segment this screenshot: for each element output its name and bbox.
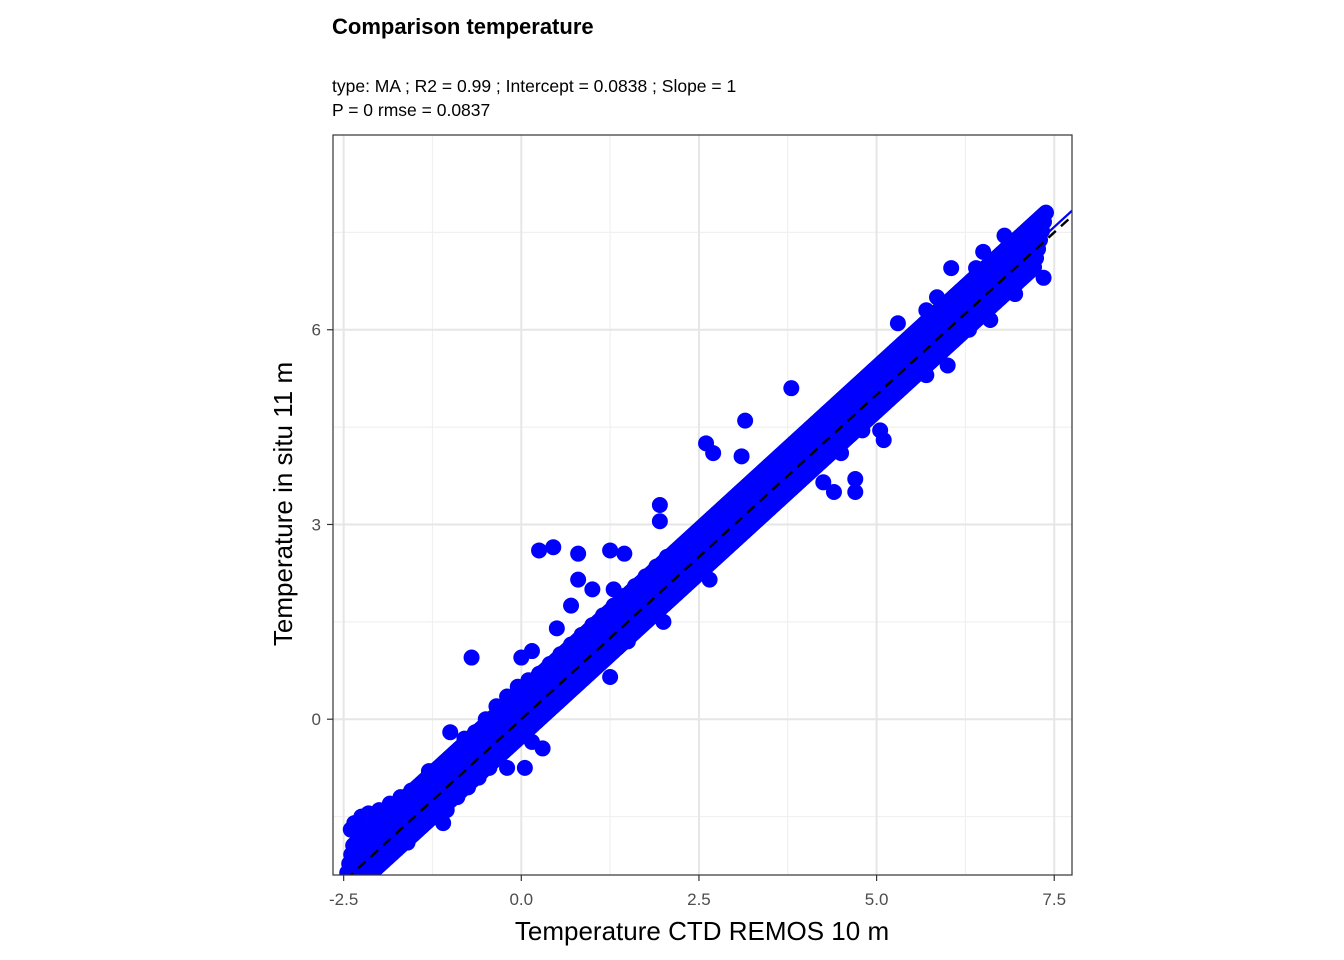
- data-point: [783, 380, 800, 397]
- data-point: [602, 542, 619, 559]
- data-point: [943, 260, 960, 277]
- data-point: [889, 315, 906, 332]
- data-point: [350, 874, 354, 875]
- data-point: [531, 542, 548, 559]
- data-point: [602, 669, 619, 686]
- data-point: [872, 422, 889, 439]
- chart-subtitle-line-2: P = 0 rmse = 0.0837: [332, 100, 490, 120]
- data-point: [463, 649, 480, 666]
- data-point: [563, 597, 580, 614]
- data-point: [737, 412, 754, 429]
- data-point: [523, 643, 540, 660]
- minor-gridlines: [333, 135, 1072, 875]
- data-point: [349, 873, 358, 875]
- data-point: [825, 484, 842, 501]
- data-point: [705, 445, 722, 462]
- major-gridlines: [333, 135, 1072, 875]
- data-point: [815, 474, 832, 491]
- data-point: [516, 759, 533, 776]
- data-point: [847, 471, 864, 488]
- chart-subtitle-line-1: type: MA ; R2 = 0.99 ; Intercept = 0.083…: [332, 76, 736, 96]
- data-point: [847, 484, 864, 501]
- data-point: [570, 545, 587, 562]
- data-point: [545, 539, 562, 556]
- data-point: [733, 448, 750, 465]
- data-point: [1035, 269, 1052, 286]
- data-point: [651, 513, 668, 530]
- data-point: [341, 873, 350, 875]
- data-point: [548, 620, 565, 637]
- data-point: [442, 724, 459, 741]
- data-point: [570, 571, 587, 588]
- data-point: [939, 357, 956, 374]
- data-point: [584, 581, 601, 598]
- data-point: [616, 545, 633, 562]
- chart-title: Comparison temperature: [332, 14, 594, 39]
- data-point: [499, 759, 516, 776]
- data-point: [651, 497, 668, 513]
- data-point: [357, 873, 365, 875]
- data-point: [358, 874, 362, 875]
- data-point: [534, 740, 551, 757]
